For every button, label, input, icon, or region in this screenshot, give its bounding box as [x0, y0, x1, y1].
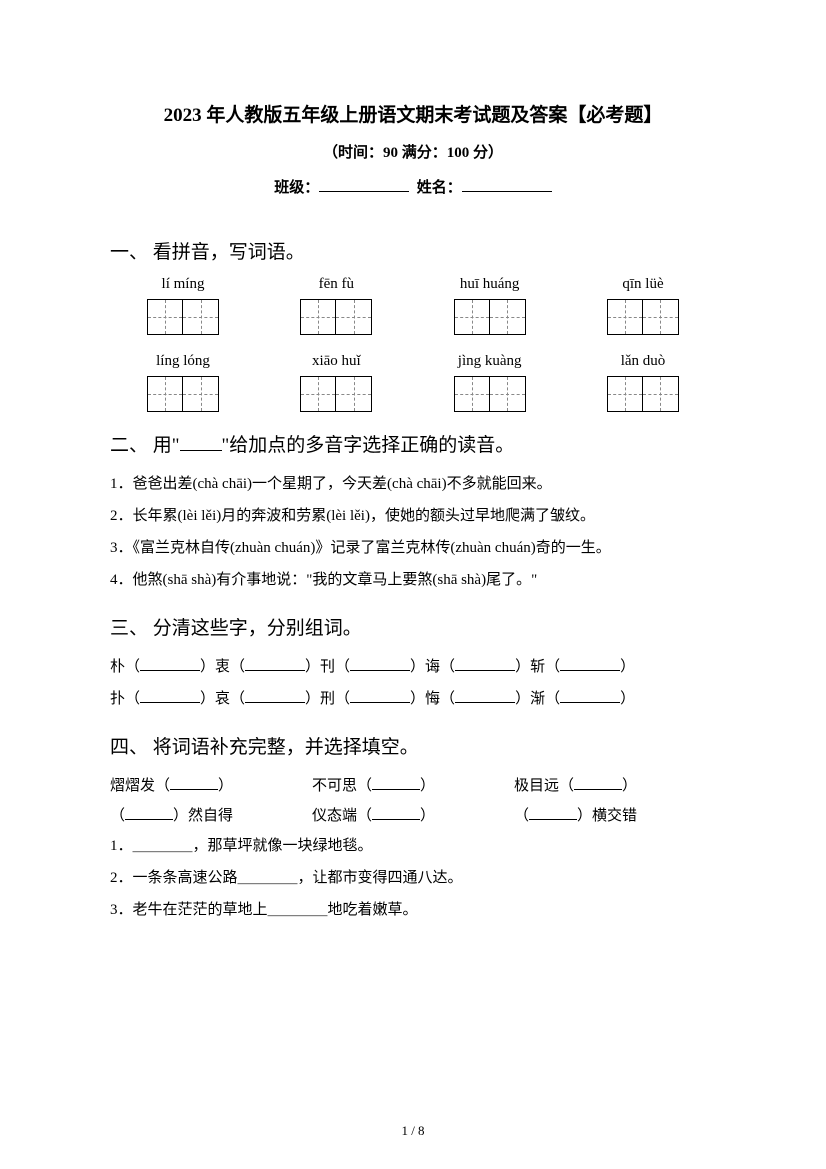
- q4-sentence-3: 3．老牛在茫茫的草地上＿＿＿＿地吃着嫩草。: [110, 895, 716, 925]
- idiom-part: 不可思（: [312, 778, 372, 794]
- blank[interactable]: [529, 806, 577, 820]
- blank[interactable]: [140, 657, 200, 671]
- q4-row-1: 熠熠发（ ） 不可思（ ） 极目远（ ）: [110, 771, 716, 801]
- blank[interactable]: [560, 657, 620, 671]
- pinyin-item: líng lóng: [118, 353, 248, 412]
- q2-item-4: 4．他煞(shā shà)有介事地说："我的文章马上要煞(shā shà)尾了。…: [110, 565, 716, 595]
- char: ）刑（: [305, 691, 350, 707]
- student-info: 班级： 姓名：: [110, 176, 716, 197]
- q4-row-2: （ ）然自得 仪态端（ ） （ ）横交错: [110, 801, 716, 831]
- char: ）: [620, 691, 635, 707]
- exam-title: 2023 年人教版五年级上册语文期末考试题及答案【必考题】: [110, 100, 716, 127]
- blank[interactable]: [125, 806, 173, 820]
- blank[interactable]: [455, 657, 515, 671]
- idiom-part: ）: [218, 778, 233, 794]
- char: ）刊（: [305, 659, 350, 675]
- pinyin-label: fēn fù: [271, 276, 401, 293]
- idiom-part: ）横交错: [577, 808, 637, 824]
- char: ）诲（: [410, 659, 455, 675]
- char-boxes[interactable]: [578, 376, 708, 412]
- char: ）衷（: [200, 659, 245, 675]
- section2-title: 二、 用" "给加点的多音字选择正确的读音。: [110, 430, 716, 457]
- blank[interactable]: [140, 689, 200, 703]
- name-label: 姓名：: [417, 180, 462, 196]
- pinyin-label: huī huáng: [425, 276, 555, 293]
- pinyin-item: huī huáng: [425, 276, 555, 335]
- idiom-part: 仪态端（: [312, 808, 372, 824]
- char: ）渐（: [515, 691, 560, 707]
- idiom-part: （: [514, 808, 529, 824]
- char-boxes[interactable]: [271, 376, 401, 412]
- section2-prefix: 二、 用": [110, 435, 180, 456]
- pinyin-item: lí míng: [118, 276, 248, 335]
- blank[interactable]: [372, 776, 420, 790]
- pinyin-label: jìng kuàng: [425, 353, 555, 370]
- class-label: 班级：: [274, 180, 319, 196]
- pinyin-item: qīn lüè: [578, 276, 708, 335]
- char: ）哀（: [200, 691, 245, 707]
- idiom-part: ）: [420, 808, 435, 824]
- char-boxes[interactable]: [118, 376, 248, 412]
- pinyin-item: jìng kuàng: [425, 353, 555, 412]
- pinyin-label: qīn lüè: [578, 276, 708, 293]
- char-boxes[interactable]: [425, 299, 555, 335]
- pinyin-item: lǎn duò: [578, 353, 708, 412]
- exam-subtitle: （时间：90 满分：100 分）: [110, 141, 716, 162]
- char: 朴（: [110, 659, 140, 675]
- section1-title: 一、 看拼音，写词语。: [110, 237, 716, 264]
- blank[interactable]: [574, 776, 622, 790]
- char-boxes[interactable]: [271, 299, 401, 335]
- page-number: 1 / 8: [0, 1123, 826, 1139]
- char: ）斩（: [515, 659, 560, 675]
- section3-title: 三、 分清这些字，分别组词。: [110, 613, 716, 640]
- char: 扑（: [110, 691, 140, 707]
- idiom-part: ）: [420, 778, 435, 794]
- name-blank[interactable]: [462, 176, 552, 192]
- pinyin-row-1: lí míng fēn fù huī huáng qīn lüè: [110, 276, 716, 335]
- char-boxes[interactable]: [425, 376, 555, 412]
- blank[interactable]: [350, 657, 410, 671]
- idiom-part: 极目远（: [514, 778, 574, 794]
- blank[interactable]: [372, 806, 420, 820]
- pinyin-item: xiāo huǐ: [271, 353, 401, 412]
- blank[interactable]: [245, 657, 305, 671]
- q4-sentence-1: 1．＿＿＿＿，那草坪就像一块绿地毯。: [110, 831, 716, 861]
- char: ）: [620, 659, 635, 675]
- pinyin-label: líng lóng: [118, 353, 248, 370]
- blank[interactable]: [455, 689, 515, 703]
- pinyin-item: fēn fù: [271, 276, 401, 335]
- idiom-part: ）: [622, 778, 637, 794]
- char-boxes[interactable]: [118, 299, 248, 335]
- section2-suffix: "给加点的多音字选择正确的读音。: [222, 435, 515, 456]
- q2-item-3: 3．《富兰克林自传(zhuàn chuán)》记录了富兰克林传(zhuàn ch…: [110, 533, 716, 563]
- blank[interactable]: [170, 776, 218, 790]
- q3-line-2: 扑（ ）哀（ ）刑（ ）悔（ ）渐（ ）: [110, 684, 716, 714]
- pinyin-row-2: líng lóng xiāo huǐ jìng kuàng lǎn duò: [110, 353, 716, 412]
- section4-title: 四、 将词语补充完整，并选择填空。: [110, 732, 716, 759]
- blank[interactable]: [350, 689, 410, 703]
- blank[interactable]: [560, 689, 620, 703]
- char: ）悔（: [410, 691, 455, 707]
- pinyin-label: lǎn duò: [578, 353, 708, 370]
- idiom-part: ）然自得: [173, 808, 233, 824]
- blank[interactable]: [245, 689, 305, 703]
- title-underline: [180, 437, 222, 451]
- pinyin-label: lí míng: [118, 276, 248, 293]
- char-boxes[interactable]: [578, 299, 708, 335]
- class-blank[interactable]: [319, 176, 409, 192]
- pinyin-label: xiāo huǐ: [271, 353, 401, 370]
- idiom-part: （: [110, 808, 125, 824]
- q4-sentence-2: 2．一条条高速公路＿＿＿＿，让都市变得四通八达。: [110, 863, 716, 893]
- q2-item-1: 1．爸爸出差(chà chāi)一个星期了，今天差(chà chāi)不多就能回…: [110, 469, 716, 499]
- idiom-part: 熠熠发（: [110, 778, 170, 794]
- q2-item-2: 2．长年累(lèi lěi)月的奔波和劳累(lèi lěi)，使她的额头过早地爬…: [110, 501, 716, 531]
- q3-line-1: 朴（ ）衷（ ）刊（ ）诲（ ）斩（ ）: [110, 652, 716, 682]
